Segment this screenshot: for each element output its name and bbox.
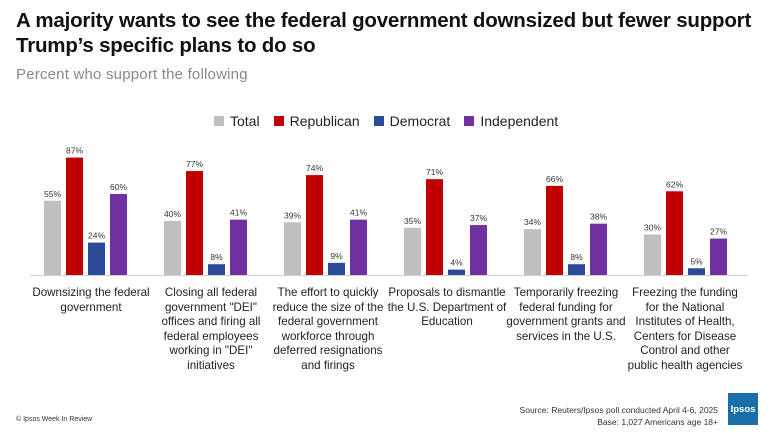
chart-legend: Total Republican Democrat Independent <box>214 111 558 131</box>
data-label-downsizing-total: 55% <box>44 189 61 199</box>
data-label-workforce-independent: 41% <box>350 208 367 218</box>
bar-downsizing-republican <box>66 157 83 275</box>
source-note: Source: Reuters/Ipsos poll conducted Apr… <box>520 405 718 428</box>
legend-swatch-independent <box>464 116 475 126</box>
bar-nih-cdc-total <box>644 234 661 275</box>
data-label-funding-freeze-total: 34% <box>524 217 541 227</box>
legend-label-independent: Independent <box>480 113 559 129</box>
bar-funding-freeze-republican <box>546 185 563 275</box>
category-label-workforce: The effort to quickly reduce the size of… <box>272 286 384 372</box>
category-label-dei: Closing all federal government "DEI" off… <box>161 286 261 372</box>
legend-swatch-total <box>214 116 224 126</box>
legend-label-republican: Republican <box>289 113 360 129</box>
data-label-downsizing-republican: 87% <box>66 146 83 156</box>
bar-dei-democrat <box>208 264 225 275</box>
bar-workforce-independent <box>350 219 367 275</box>
data-label-dei-independent: 41% <box>230 208 247 218</box>
bar-workforce-total <box>284 222 301 275</box>
legend-label-total: Total <box>230 113 260 129</box>
data-label-education-independent: 37% <box>470 213 487 223</box>
data-label-funding-freeze-republican: 66% <box>546 174 563 184</box>
base-line: Base: 1,027 Americans age 18+ <box>597 416 718 427</box>
category-label-education: Proposals to dismantle the U.S. Departme… <box>387 286 507 329</box>
bar-dei-independent <box>230 219 247 275</box>
bar-workforce-democrat <box>328 262 345 275</box>
bar-nih-cdc-independent <box>710 238 727 275</box>
data-label-education-democrat: 4% <box>450 258 463 268</box>
credit-text: © Ipsos Week In Review <box>16 416 93 423</box>
data-label-downsizing-independent: 60% <box>110 182 127 192</box>
data-label-education-total: 35% <box>404 216 421 226</box>
data-label-workforce-total: 39% <box>284 210 301 220</box>
bar-funding-freeze-total <box>524 229 541 275</box>
data-label-dei-democrat: 8% <box>210 252 223 262</box>
category-label-downsizing: Downsizing the federal government <box>32 286 150 314</box>
category-label-nih-cdc: Freezing the funding for the National In… <box>627 286 743 372</box>
chart-title: A majority wants to see the federal gove… <box>16 9 752 57</box>
ipsos-logo: Ipsos <box>728 393 758 425</box>
legend-swatch-democrat <box>373 116 384 126</box>
data-label-nih-cdc-republican: 62% <box>666 179 683 189</box>
bar-downsizing-independent <box>110 194 127 275</box>
bar-workforce-republican <box>306 175 323 275</box>
data-label-funding-freeze-independent: 38% <box>590 212 607 222</box>
data-label-workforce-republican: 74% <box>306 163 323 173</box>
data-label-funding-freeze-democrat: 8% <box>570 252 583 262</box>
bar-dei-republican <box>186 171 203 275</box>
bar-dei-total <box>164 221 181 275</box>
legend-item-republican: Republican <box>273 113 360 129</box>
bar-nih-cdc-democrat <box>688 268 705 275</box>
legend-swatch-republican <box>273 116 284 126</box>
source-line: Source: Reuters/Ipsos poll conducted Apr… <box>519 405 718 415</box>
data-label-workforce-democrat: 9% <box>330 251 343 261</box>
data-label-nih-cdc-democrat: 5% <box>690 256 703 266</box>
data-label-dei-republican: 77% <box>186 159 203 169</box>
bar-education-total <box>404 227 421 275</box>
category-label-funding-freeze: Temporarily freezing federal funding for… <box>506 286 626 343</box>
data-label-dei-total: 40% <box>164 209 181 219</box>
data-label-nih-cdc-total: 30% <box>644 223 661 233</box>
data-label-downsizing-democrat: 24% <box>88 231 105 241</box>
bar-education-democrat <box>448 269 465 275</box>
bar-nih-cdc-republican <box>666 191 683 275</box>
bar-funding-freeze-independent <box>590 223 607 275</box>
bar-funding-freeze-democrat <box>568 264 585 275</box>
bar-downsizing-democrat <box>88 242 105 275</box>
bar-downsizing-total <box>44 200 61 275</box>
chart-subtitle: Percent who support the following <box>16 66 248 83</box>
legend-label-democrat: Democrat <box>389 113 451 129</box>
bar-education-independent <box>470 225 487 275</box>
bar-education-republican <box>426 179 443 275</box>
data-label-nih-cdc-independent: 27% <box>710 227 727 237</box>
legend-item-total: Total <box>214 113 260 129</box>
legend-item-democrat: Democrat <box>373 113 451 129</box>
data-label-education-republican: 71% <box>426 167 443 177</box>
legend-item-independent: Independent <box>464 113 558 129</box>
